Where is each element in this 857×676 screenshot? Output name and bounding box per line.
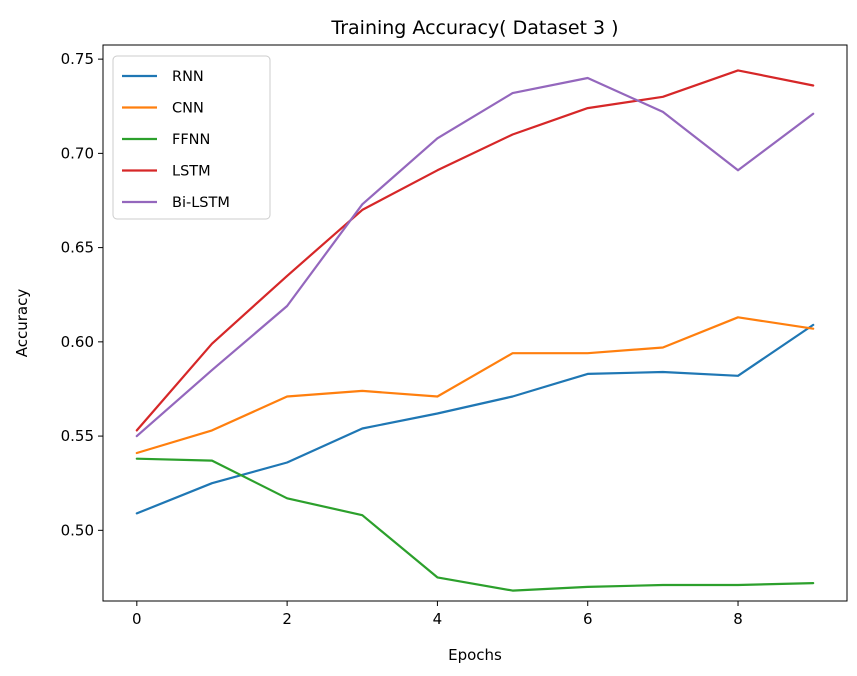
plot-area [135,69,815,592]
y-tick-label: 0.70 [61,144,94,162]
x-tick-label: 6 [583,610,593,628]
x-tick-label: 2 [282,610,292,628]
y-axis: 0.50 0.55 0.60 0.65 0.70 0.75 [61,50,103,539]
chart-title: Training Accuracy( Dataset 3 ) [330,17,618,39]
plot-frame [102,44,848,602]
series-line-cnn [135,316,815,455]
legend-label-ffnn: FFNN [172,132,210,148]
series-line-rnn [135,323,815,515]
y-tick-label: 0.55 [61,427,94,445]
series-line-bi-lstm [135,76,815,438]
y-tick-label: 0.60 [61,333,94,351]
legend: RNN CNN FFNN LSTM Bi-LSTM [112,55,271,220]
x-tick-label: 4 [433,610,443,628]
x-axis: 0 2 4 6 8 [132,601,743,628]
x-axis-label: Epochs [448,646,502,664]
legend-box [112,55,271,220]
y-tick-label: 0.65 [61,239,94,257]
y-tick-label: 0.75 [61,50,94,68]
series-line-lstm [135,69,815,432]
y-tick-label: 0.50 [61,521,94,539]
x-tick-label: 8 [733,610,743,628]
legend-label-cnn: CNN [172,101,204,117]
legend-label-rnn: RNN [172,69,204,85]
y-axis-label: Accuracy [13,289,31,358]
series-line-ffnn [135,457,815,592]
legend-label-bi-lstm: Bi-LSTM [172,195,230,211]
x-tick-label: 0 [132,610,142,628]
legend-label-lstm: LSTM [172,164,211,180]
